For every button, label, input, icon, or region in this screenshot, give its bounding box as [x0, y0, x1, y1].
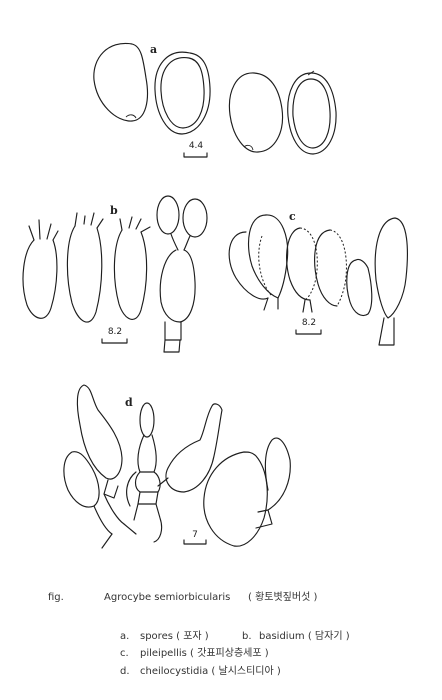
caption-item-letter: c. [120, 648, 129, 659]
label-b: b [110, 204, 118, 217]
scale-value-a: 4.4 [188, 141, 204, 151]
caption-item-spores: spores ( 포자 ) [140, 631, 209, 642]
scale-bar-a [183, 152, 208, 158]
label-d: d [125, 396, 133, 409]
spore [93, 42, 149, 122]
basidium [66, 212, 104, 323]
basidium [22, 219, 59, 319]
caption-item-pileipellis: pileipellis ( 갓표피상층세포 ) [140, 648, 269, 659]
basidium-drawing [22, 195, 208, 353]
label-c: c [289, 210, 296, 223]
caption-item-basidium: basidium ( 담자기 ) [259, 631, 350, 642]
scale-value-b: 8.2 [107, 327, 123, 337]
label-a: a [150, 43, 158, 56]
scale-value-d: 7 [192, 530, 198, 540]
caption-item-letter: b. [242, 631, 252, 642]
illustration-plate [22, 42, 408, 549]
caption-item-letter: d. [120, 666, 130, 677]
pileipellis-drawing [228, 214, 408, 346]
species-name: Agrocybe semiorbicularis [104, 592, 231, 603]
hyphae-chain [156, 195, 208, 353]
scale-bar-b [101, 338, 128, 344]
korean-name: ( 황토볏짚버섯 ) [248, 592, 318, 603]
basidium [113, 216, 151, 320]
spores-drawing [93, 42, 337, 158]
spore [287, 70, 337, 155]
figure-label: fig. [48, 592, 64, 603]
caption-item-cheilocystidia: cheilocystidia ( 날시스티디아 ) [140, 666, 281, 677]
caption-item-letter: a. [120, 631, 130, 642]
scale-bar-d [183, 539, 207, 545]
cheilocystidia-drawing [63, 384, 291, 549]
scale-bar-c [295, 329, 322, 335]
spore [228, 72, 284, 153]
scale-value-c: 8.2 [301, 318, 317, 328]
spore [154, 51, 211, 135]
